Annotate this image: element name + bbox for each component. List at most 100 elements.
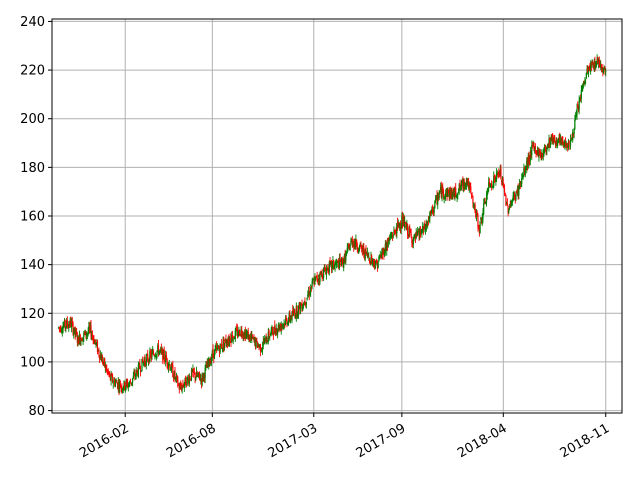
candle-up — [325, 268, 328, 275]
candle-up — [443, 196, 445, 199]
candle-up — [251, 334, 253, 338]
candle-up — [122, 388, 124, 391]
candle-up — [200, 378, 202, 380]
candle-up — [77, 335, 79, 343]
candle-down — [67, 326, 69, 328]
candle-down — [106, 370, 109, 372]
candle-down — [124, 382, 126, 390]
candle-up — [279, 325, 281, 330]
candle-down — [562, 136, 564, 143]
candle-down — [142, 359, 144, 363]
candle-up — [600, 64, 602, 68]
candle-down — [386, 243, 389, 247]
candle-up — [430, 211, 432, 213]
candle-up — [546, 144, 549, 149]
candle-down — [247, 331, 249, 340]
candle-down — [337, 261, 339, 262]
candle-up — [427, 221, 429, 226]
candle-up — [486, 191, 488, 196]
candle-up — [434, 198, 437, 201]
candle-up — [267, 331, 269, 343]
candle-up — [317, 278, 320, 281]
candle-down — [250, 336, 252, 339]
candle-up — [183, 384, 185, 387]
candle-up — [259, 344, 261, 347]
candle-up — [366, 252, 368, 257]
candle-down — [531, 144, 534, 146]
candle-down — [176, 375, 178, 378]
candle-up — [375, 260, 377, 265]
candle-up — [147, 360, 150, 362]
candle-up — [269, 336, 271, 338]
candle-down — [356, 246, 358, 249]
candle-down — [488, 182, 491, 185]
candle-up — [596, 58, 598, 63]
candle-up — [115, 380, 117, 382]
candle-up — [151, 352, 153, 357]
candle-down — [279, 324, 282, 330]
candle-up — [495, 177, 497, 182]
candle-down — [109, 374, 111, 381]
candle-up — [71, 322, 73, 328]
candle-down — [119, 383, 122, 388]
candle-up — [110, 374, 112, 381]
candle-up — [575, 114, 577, 116]
candle-down — [534, 145, 536, 150]
candle-up — [422, 226, 424, 232]
candle-up — [82, 336, 84, 341]
candle-up — [349, 245, 351, 251]
candle-down — [91, 335, 94, 337]
candle-up — [435, 195, 437, 198]
candle-up — [460, 187, 462, 189]
candle-up — [262, 340, 264, 346]
candle-up — [124, 386, 127, 391]
candle-down — [134, 374, 136, 377]
candle-up — [219, 343, 221, 352]
candle-up — [309, 293, 311, 296]
candle-down — [376, 260, 378, 264]
candle-up — [288, 314, 290, 319]
candle-up — [215, 347, 217, 350]
candle-down — [419, 231, 422, 235]
candle-up — [307, 294, 309, 297]
candle-up — [277, 329, 279, 334]
candle-down — [562, 142, 564, 146]
candle-up — [61, 331, 63, 333]
candle-up — [244, 331, 246, 336]
candle-down — [471, 195, 473, 197]
candle-down — [500, 168, 502, 179]
candle-down — [550, 136, 552, 140]
candle-up — [397, 222, 399, 227]
candle-down — [602, 69, 604, 72]
candle-down — [353, 242, 355, 247]
candle-down — [429, 211, 432, 214]
candle-down — [228, 339, 230, 343]
candle-down — [545, 148, 547, 152]
candle-down — [342, 258, 344, 267]
candle-down — [409, 227, 411, 233]
candle-down — [191, 370, 193, 372]
candle-down — [322, 276, 324, 278]
candle-down — [506, 203, 508, 206]
candle-up — [159, 350, 161, 351]
candle-up — [211, 350, 213, 358]
candle-up — [245, 333, 247, 338]
candle-up — [184, 377, 186, 384]
candle-up — [128, 384, 130, 387]
candle-down — [230, 341, 232, 343]
candle-up — [78, 335, 81, 345]
candle-up — [306, 297, 308, 301]
candle-up — [512, 195, 514, 200]
candle-down — [513, 196, 516, 198]
candle-up — [326, 267, 328, 269]
candle-up — [531, 145, 533, 155]
candle-up — [83, 332, 85, 337]
candle-down — [180, 384, 182, 388]
candle-up — [538, 149, 540, 158]
candle-up — [444, 195, 446, 198]
candle-down — [313, 280, 315, 285]
candle-up — [510, 203, 512, 207]
candle-down — [398, 222, 400, 228]
candle-up — [175, 377, 177, 378]
